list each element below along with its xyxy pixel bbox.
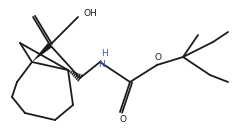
Text: H: H [101,49,108,58]
Text: O: O [119,115,126,124]
Text: N: N [98,60,105,69]
Text: O: O [155,53,161,62]
Polygon shape [32,43,52,62]
Text: OH: OH [83,8,97,18]
